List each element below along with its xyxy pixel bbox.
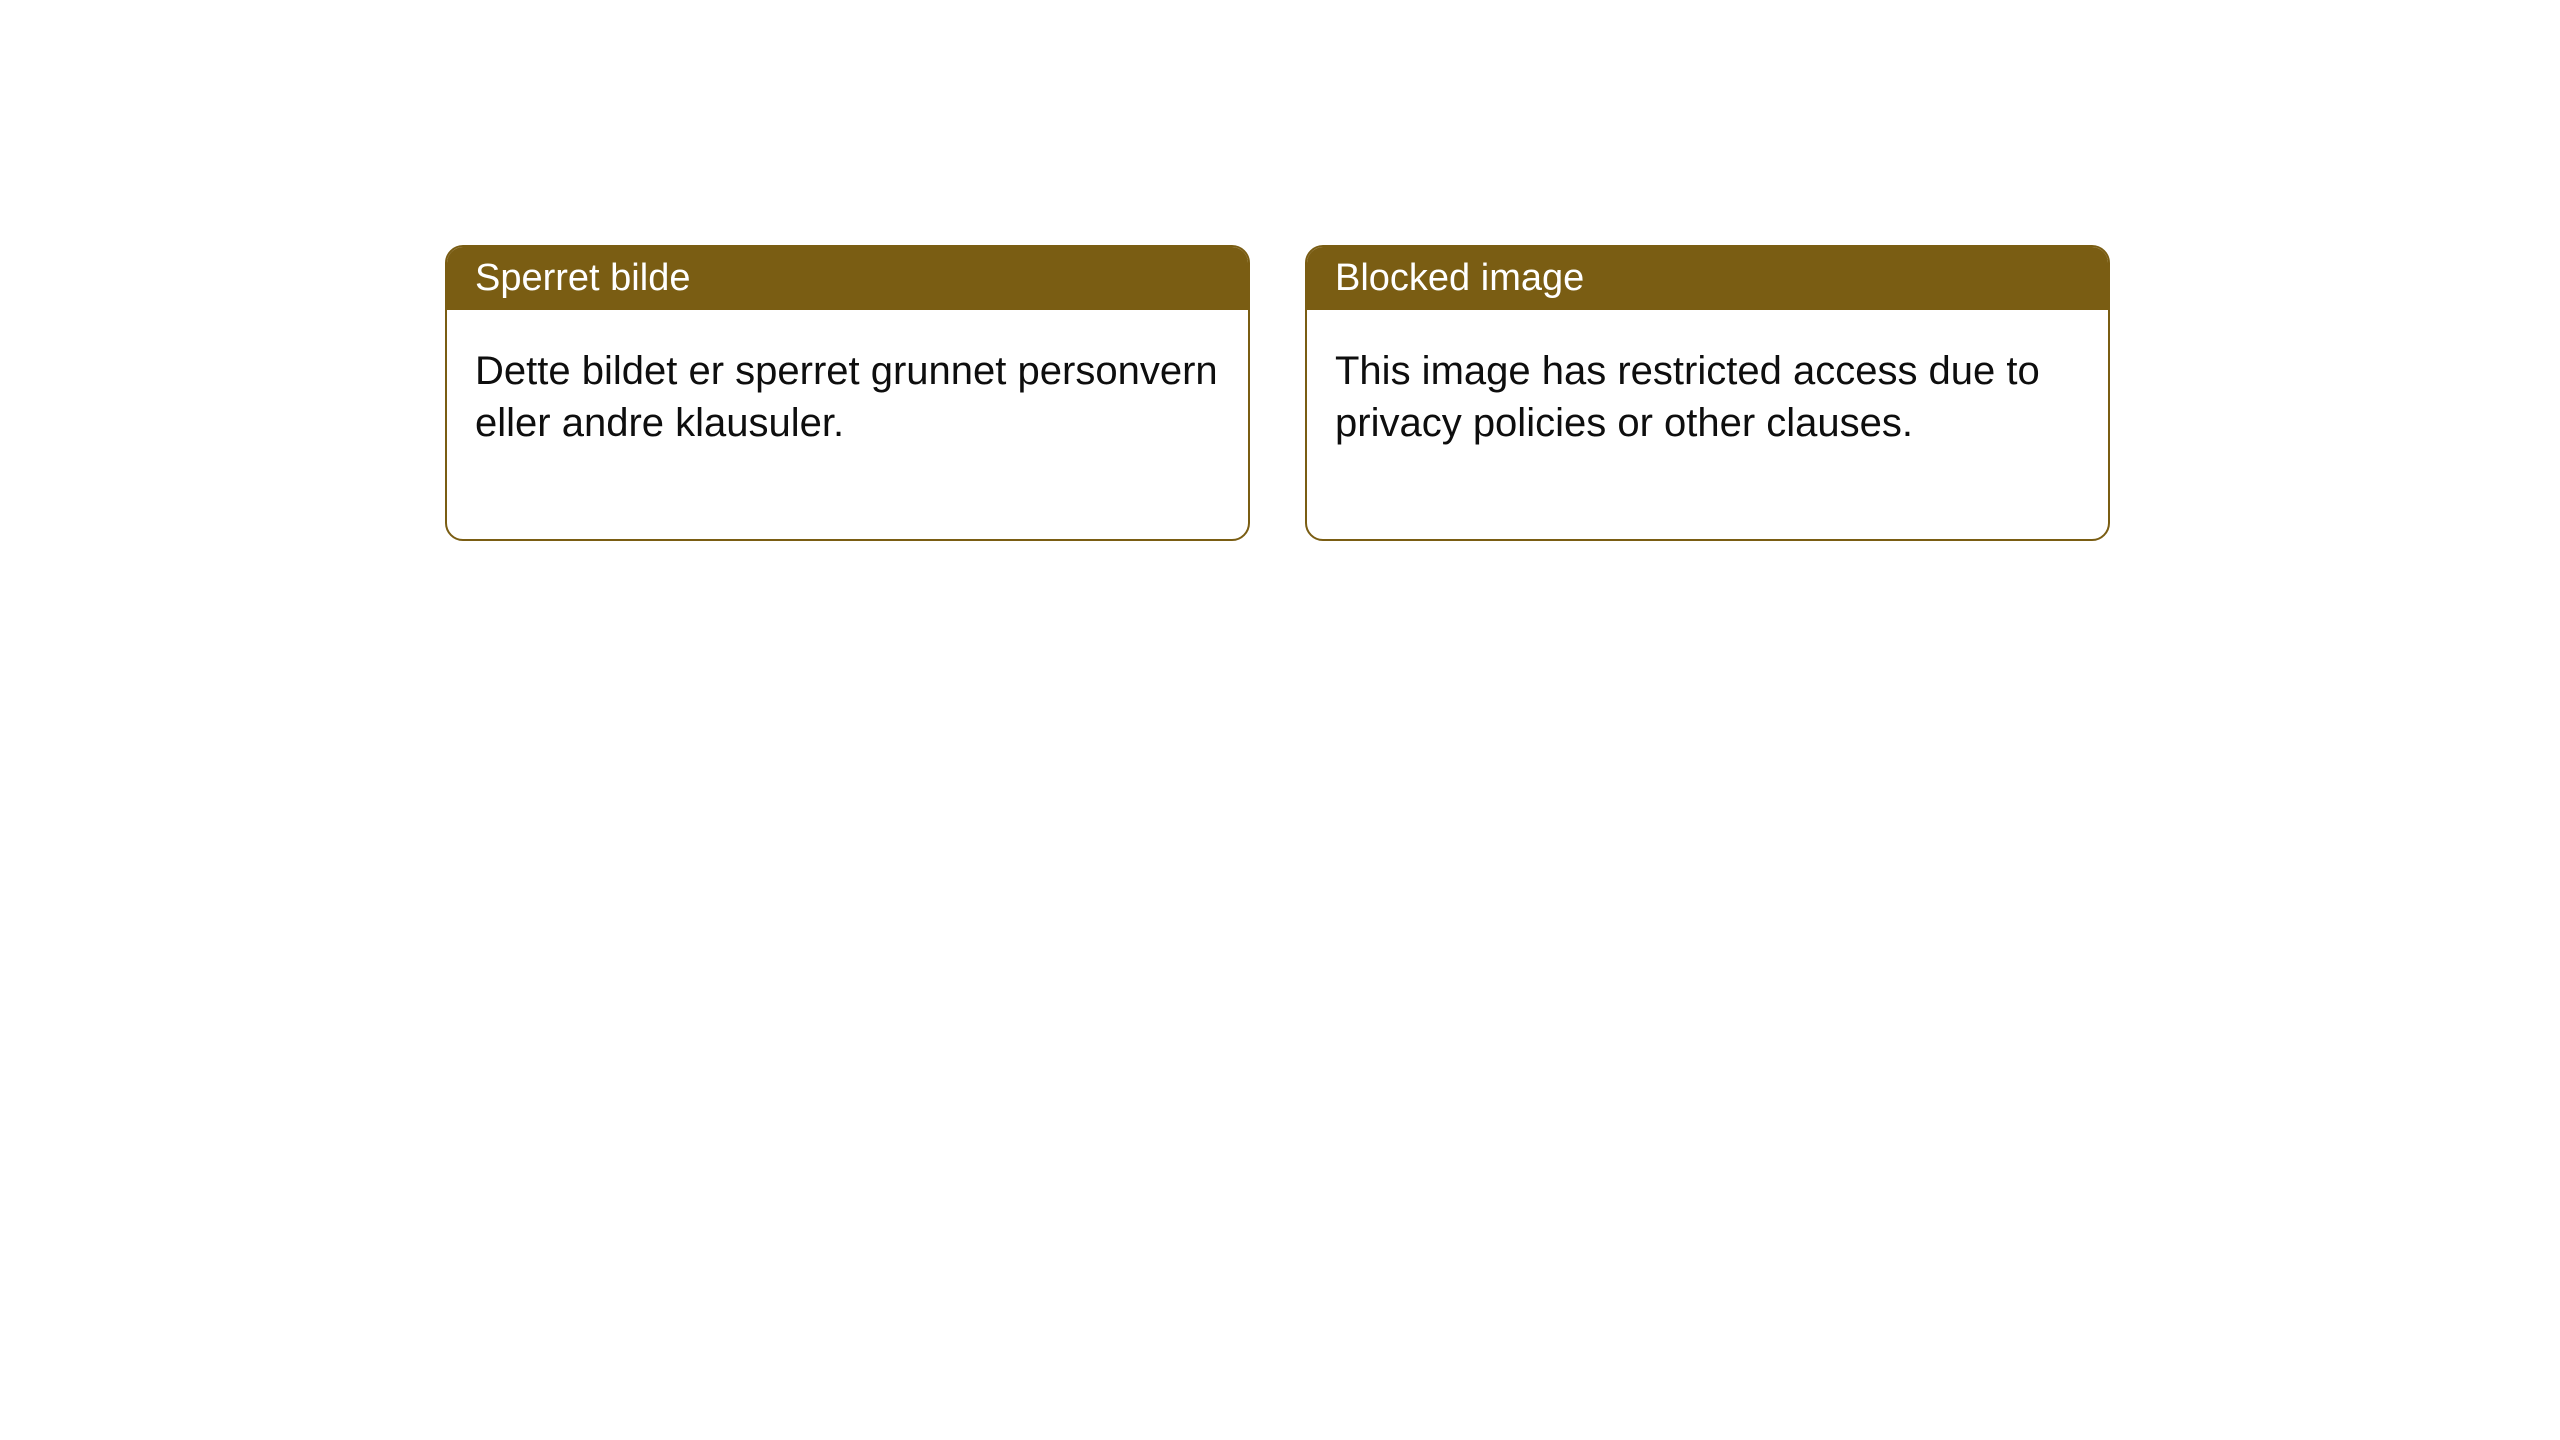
- blocked-image-card-english: Blocked image This image has restricted …: [1305, 245, 2110, 541]
- blocked-image-card-norwegian: Sperret bilde Dette bildet er sperret gr…: [445, 245, 1250, 541]
- card-header-norwegian: Sperret bilde: [447, 247, 1248, 310]
- card-body-english: This image has restricted access due to …: [1307, 310, 2108, 539]
- card-header-english: Blocked image: [1307, 247, 2108, 310]
- card-body-norwegian: Dette bildet er sperret grunnet personve…: [447, 310, 1248, 539]
- notice-container: Sperret bilde Dette bildet er sperret gr…: [0, 0, 2560, 541]
